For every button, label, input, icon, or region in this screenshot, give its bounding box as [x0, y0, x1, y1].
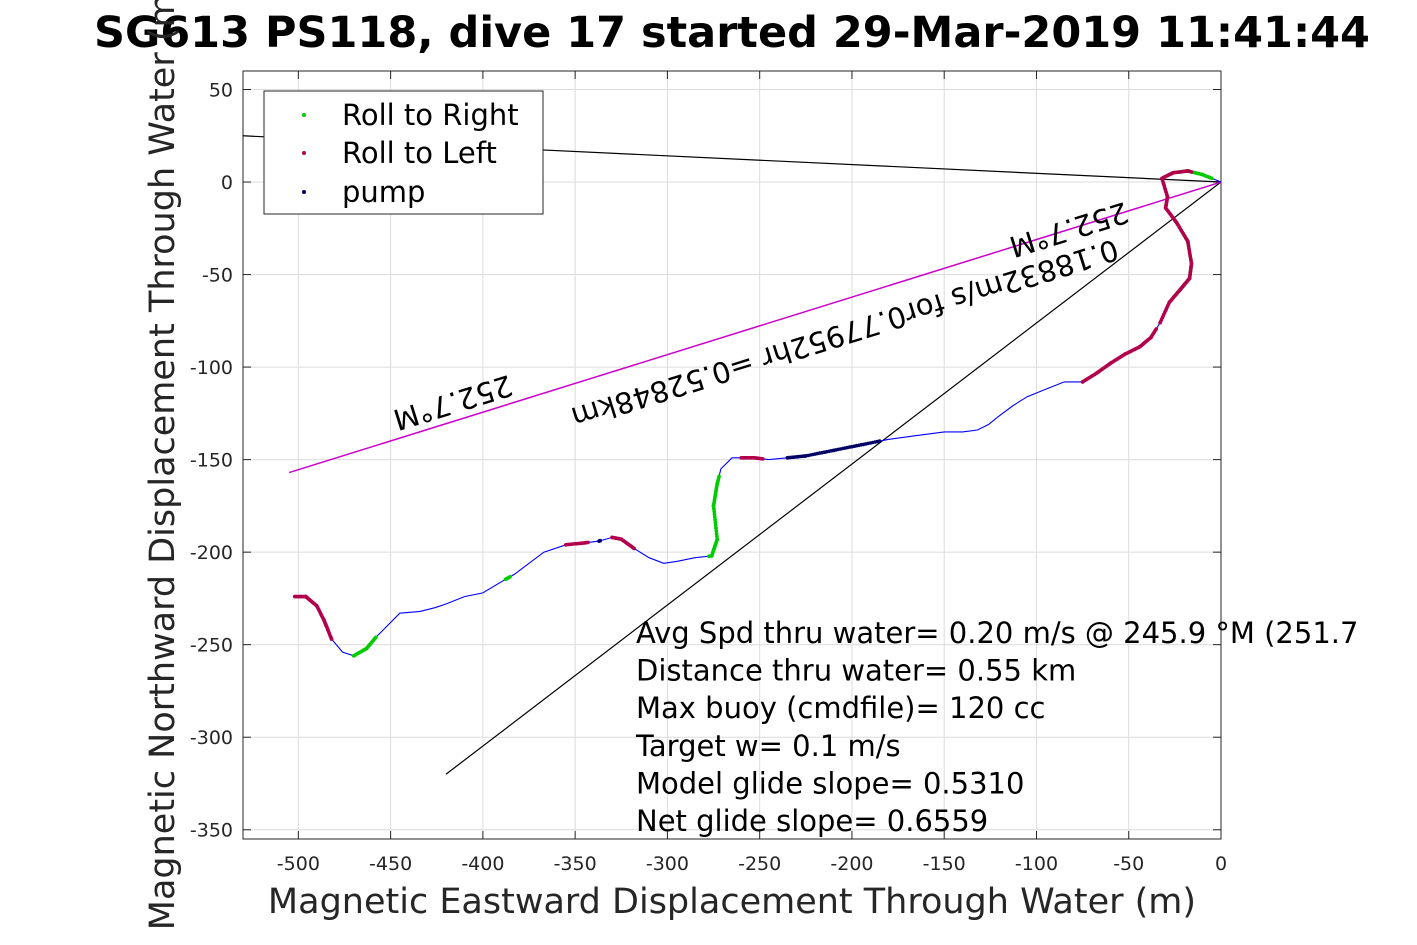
x-tick-label: 0 — [1215, 853, 1227, 875]
plot-frame — [242, 70, 1222, 840]
y-tick-label: -50 — [202, 265, 233, 287]
chart-title: SG613 PS118, dive 17 started 29-Mar-2019… — [94, 8, 1370, 58]
roll-right-marker — [715, 534, 719, 539]
legend-label-roll-right: Roll to Right — [342, 98, 519, 132]
x-axis-label: Magnetic Eastward Displacement Through W… — [268, 882, 1196, 922]
reference-line — [445, 181, 1221, 775]
x-tick-label: -250 — [738, 853, 781, 875]
y-tick-label: 50 — [209, 80, 233, 102]
x-tick-label: -450 — [369, 853, 412, 875]
annotation-line: Max buoy (cmdfile)= 120 cc — [636, 691, 1045, 725]
x-tick-label: -400 — [461, 853, 504, 875]
pump-marker — [597, 539, 601, 543]
x-tick-label: -150 — [923, 853, 966, 875]
x-tick-label: -300 — [646, 853, 689, 875]
roll-left-marker — [292, 594, 297, 599]
heading-line — [288, 181, 1221, 474]
roll-right-marker — [713, 520, 718, 525]
annotation-line: Avg Spd thru water= 0.20 m/s @ 245.9 °M … — [636, 616, 1358, 650]
legend: Roll to Right Roll to Left pump — [263, 90, 544, 215]
legend-marker-roll-left — [302, 151, 306, 155]
y-tick-label: -100 — [190, 357, 233, 379]
annotation-line: Net glide slope= 0.6559 — [636, 804, 988, 838]
legend-label-roll-left: Roll to Left — [342, 136, 497, 170]
heading-label-mid: 0.18832m/s for0.77952hr =0.52848km — [567, 232, 1122, 434]
y-tick-label: -300 — [190, 727, 233, 749]
roll-left-marker — [610, 535, 614, 540]
y-tick-label: -150 — [190, 450, 233, 472]
roll-right-marker — [713, 518, 717, 522]
legend-label-pump: pump — [342, 175, 425, 209]
legend-marker-pump — [302, 190, 306, 194]
roll-left-marker — [322, 618, 327, 623]
annotation-block: Avg Spd thru water= 0.20 m/s @ 245.9 °M … — [635, 616, 1358, 838]
y-tick-label: -250 — [190, 635, 233, 657]
x-tick-label: -50 — [1113, 853, 1144, 875]
roll-right-marker — [712, 512, 717, 516]
annotation-line: Distance thru water= 0.55 km — [636, 654, 1076, 688]
roll-right-marker — [711, 504, 716, 508]
annotation-line: Target w= 0.1 m/s — [635, 729, 901, 763]
y-tick-label: 0 — [221, 172, 233, 194]
roll-left-marker — [581, 541, 585, 545]
legend-box — [263, 90, 544, 215]
roll-right-marker — [707, 554, 711, 558]
roll-right-marker — [712, 509, 716, 514]
roll-right-marker — [712, 506, 716, 511]
x-tick-label: -350 — [554, 853, 597, 875]
y-tick-label: -350 — [190, 820, 233, 842]
roll-right-marker — [714, 526, 718, 530]
roll-right-marker — [714, 529, 719, 533]
y-axis-label: Magnetic Northward Displacement Through … — [143, 0, 183, 930]
roll-left-marker — [739, 456, 743, 460]
x-tick-label: -500 — [277, 853, 320, 875]
roll-right-marker — [351, 654, 356, 658]
x-tick-label: -100 — [1015, 853, 1058, 875]
roll-left-marker — [564, 543, 568, 547]
legend-marker-roll-right — [302, 113, 306, 117]
roll-right-marker — [503, 577, 508, 582]
pump-marker — [785, 456, 790, 460]
y-tick-label: -200 — [190, 542, 233, 564]
annotation-line: Model glide slope= 0.5310 — [636, 766, 1024, 800]
ticks: -500 -450 -400 -350 -300 -250 -200 -150 -100 -50 0… — [190, 71, 1227, 875]
roll-right-marker — [713, 515, 717, 519]
roll-left-marker — [1158, 320, 1162, 325]
roll-right-marker — [714, 531, 719, 536]
roll-right-marker — [713, 523, 718, 528]
x-tick-label: -200 — [830, 853, 873, 875]
roll-left-marker — [1080, 380, 1085, 384]
heading-label-start: 252.7°M — [389, 368, 516, 437]
